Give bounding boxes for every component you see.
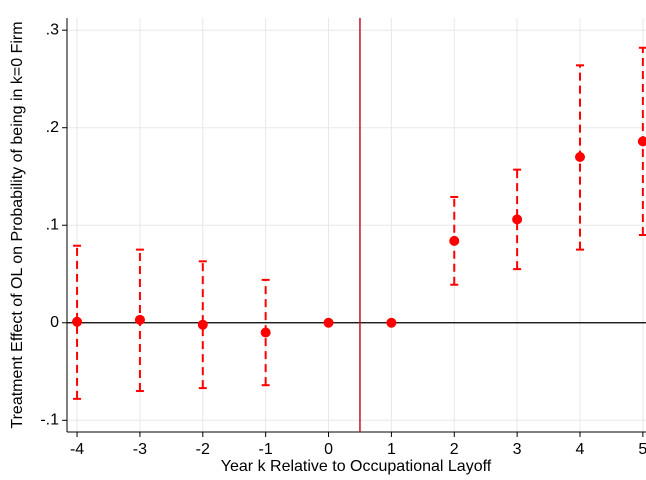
point [323,317,334,328]
y-tick-label: -.1 [40,412,59,429]
point [134,314,145,325]
x-tick-label: 3 [513,441,522,458]
point [512,214,523,225]
point [197,319,208,330]
point [72,316,83,327]
point [574,151,585,162]
x-tick-label: 0 [324,441,333,458]
x-tick-label: -1 [259,441,273,458]
x-tick-label: 1 [387,441,396,458]
x-tick-label: -2 [196,441,210,458]
point [637,136,646,147]
x-tick-label: -3 [133,441,147,458]
y-tick-label: 0 [50,314,59,331]
y-axis-label: Treatment Effect of OL on Probability of… [9,21,26,428]
y-tick-label: .1 [46,216,59,233]
x-tick-label: 5 [638,441,646,458]
y-tick-label: .2 [46,119,59,136]
x-tick-label: 2 [450,441,459,458]
y-tick-label: .3 [46,21,59,38]
x-axis-label: Year k Relative to Occupational Layoff [221,458,492,475]
x-tick-label: 4 [576,441,585,458]
point [449,235,460,246]
point [260,327,271,338]
x-tick-label: -4 [70,441,84,458]
point [386,317,397,328]
